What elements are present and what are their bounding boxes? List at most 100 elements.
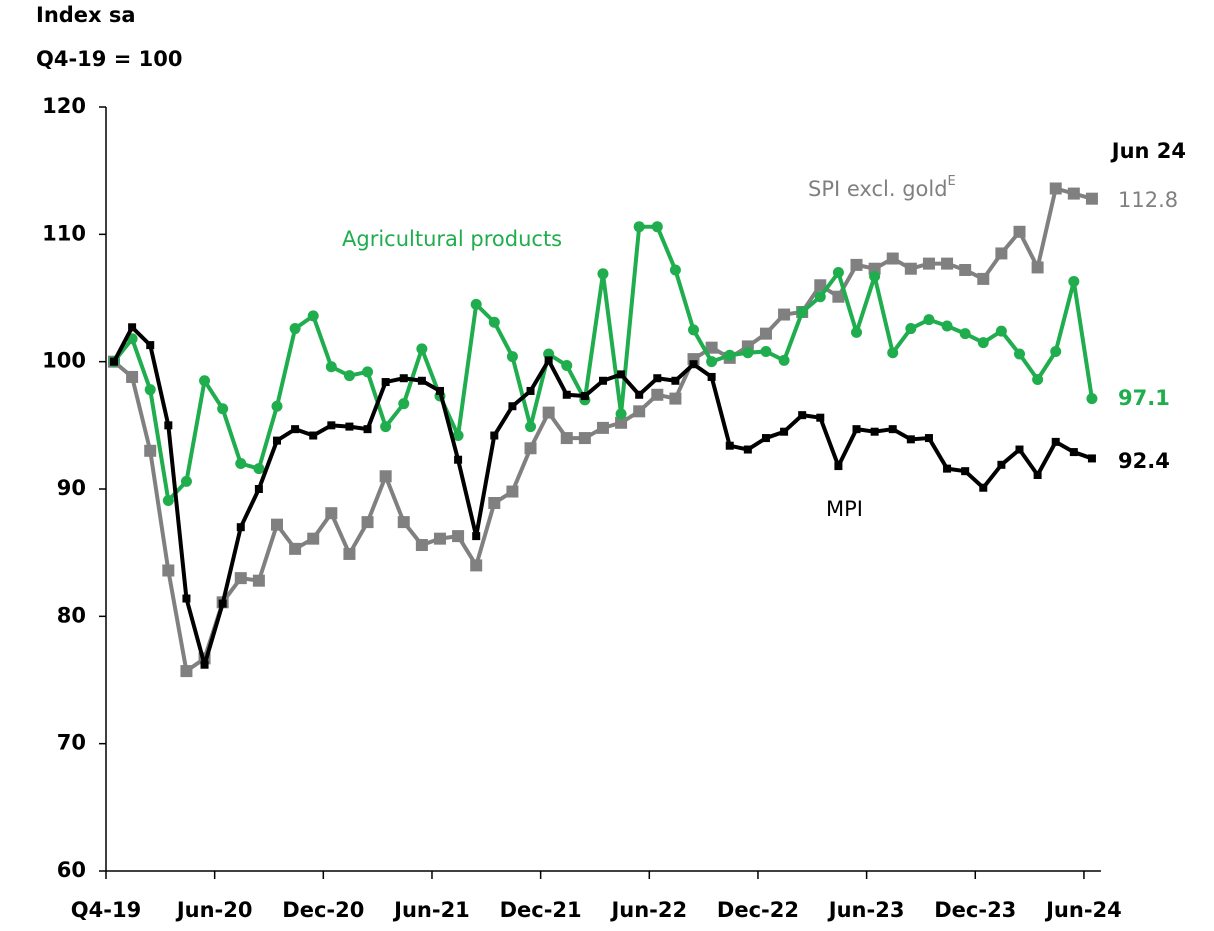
marker	[798, 411, 807, 420]
marker	[615, 408, 627, 420]
marker	[814, 279, 827, 292]
marker	[544, 356, 553, 365]
marker	[562, 390, 571, 399]
marker	[454, 455, 463, 464]
marker	[361, 516, 374, 529]
marker	[707, 372, 716, 381]
marker	[128, 323, 137, 332]
series-name-superscript: E	[948, 174, 956, 189]
end-label: 97.1	[1118, 386, 1170, 410]
y-tick-label: 70	[57, 731, 86, 755]
marker	[635, 390, 644, 399]
marker	[923, 314, 935, 326]
marker	[1033, 470, 1042, 479]
marker	[398, 398, 410, 410]
marker	[688, 324, 700, 336]
marker	[380, 421, 392, 433]
marker	[144, 444, 157, 457]
marker	[472, 532, 481, 541]
marker	[961, 467, 970, 476]
marker	[235, 458, 247, 470]
marker	[796, 306, 808, 318]
marker	[307, 310, 319, 322]
marker	[236, 523, 245, 532]
y-tick-label: 90	[57, 476, 86, 500]
marker	[452, 530, 465, 543]
marker	[1051, 437, 1060, 446]
marker	[291, 425, 300, 434]
marker	[325, 507, 338, 520]
marker	[615, 416, 628, 429]
marker	[943, 464, 952, 473]
marker	[490, 431, 499, 440]
marker	[870, 427, 879, 436]
marker	[217, 403, 229, 415]
marker	[488, 497, 501, 510]
marker	[905, 323, 917, 335]
marker	[816, 413, 825, 422]
marker	[162, 564, 175, 577]
x-tick-label: Dec-23	[934, 898, 1016, 922]
marker	[470, 298, 482, 310]
marker	[1085, 192, 1098, 205]
marker	[252, 574, 265, 587]
marker	[598, 376, 607, 385]
marker	[200, 660, 209, 669]
marker	[234, 572, 247, 585]
marker	[164, 421, 173, 430]
marker	[633, 221, 645, 233]
marker	[778, 354, 790, 366]
marker	[759, 327, 772, 340]
marker	[254, 485, 263, 493]
series-name: SPI excl. goldE	[808, 174, 956, 202]
marker	[506, 351, 518, 363]
marker	[832, 267, 844, 279]
marker	[180, 665, 193, 678]
marker	[162, 494, 174, 506]
marker	[725, 441, 734, 450]
marker	[1067, 187, 1080, 200]
marker	[271, 400, 283, 412]
marker	[959, 263, 972, 276]
series-name: Agricultural products	[342, 227, 562, 251]
x-tick-label: Dec-21	[500, 898, 582, 922]
marker	[977, 337, 989, 349]
x-tick-label: Jun-23	[827, 898, 905, 922]
marker	[851, 326, 863, 338]
marker	[309, 431, 318, 440]
marker	[832, 290, 845, 303]
y-tick-label: 80	[57, 603, 86, 627]
marker	[199, 375, 211, 387]
marker	[325, 361, 337, 373]
marker	[941, 257, 954, 270]
marker	[761, 434, 770, 443]
x-tick-label: Dec-22	[717, 898, 799, 922]
marker	[524, 442, 537, 455]
marker	[433, 532, 446, 545]
marker	[596, 421, 609, 434]
x-tick-label: Q4-19	[71, 898, 141, 922]
marker	[742, 347, 754, 359]
x-tick-label: Jun-22	[609, 898, 687, 922]
marker	[381, 378, 390, 387]
marker	[542, 406, 555, 419]
marker	[705, 341, 718, 354]
marker	[560, 432, 573, 445]
marker	[906, 435, 915, 444]
marker	[706, 356, 718, 368]
marker	[1031, 261, 1044, 274]
marker	[345, 422, 354, 431]
marker	[435, 386, 444, 395]
x-tick-label: Jun-20	[175, 898, 253, 922]
marker	[508, 402, 517, 411]
marker	[671, 376, 680, 385]
series-name: MPI	[826, 497, 863, 521]
marker	[1014, 348, 1025, 360]
marker	[904, 262, 917, 275]
marker	[144, 384, 156, 396]
marker	[1049, 182, 1062, 195]
marker	[327, 421, 336, 430]
marker	[416, 343, 428, 355]
series-name: SPI excl. gold	[808, 177, 948, 201]
marker	[182, 594, 191, 603]
